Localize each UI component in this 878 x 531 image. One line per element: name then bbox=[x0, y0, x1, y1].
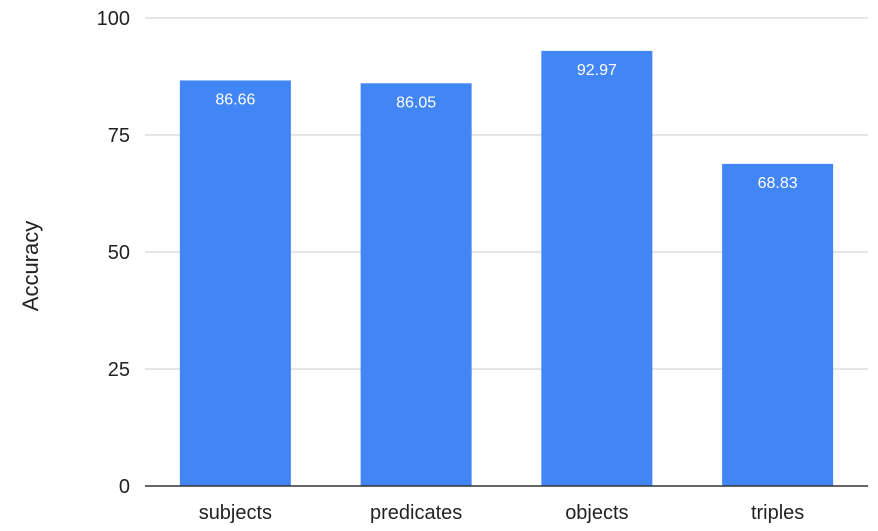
x-tick-label-objects: objects bbox=[565, 502, 628, 524]
bar-triples bbox=[722, 163, 834, 486]
y-tick-label-75: 75 bbox=[108, 125, 130, 147]
y-axis-title: Accuracy bbox=[18, 221, 43, 311]
data-label-objects: 92.97 bbox=[577, 62, 617, 79]
x-tick-label-triples: triples bbox=[751, 502, 804, 524]
y-tick-label-25: 25 bbox=[108, 359, 130, 381]
bar-objects bbox=[541, 50, 653, 487]
bars: 86.66 86.05 92.97 68.83 bbox=[179, 50, 834, 487]
y-tick-label-100: 100 bbox=[97, 8, 130, 30]
x-tick-label-subjects: subjects bbox=[199, 502, 272, 524]
y-tick-label-50: 50 bbox=[108, 242, 130, 264]
y-axis-ticks: 0 25 50 75 100 bbox=[97, 8, 130, 498]
y-tick-label-0: 0 bbox=[119, 476, 130, 498]
x-tick-label-predicates: predicates bbox=[370, 502, 462, 524]
x-axis-labels: subjects predicates objects triples bbox=[199, 502, 805, 524]
bar-subjects bbox=[179, 80, 291, 486]
data-label-triples: 68.83 bbox=[758, 175, 798, 192]
data-label-predicates: 86.05 bbox=[396, 94, 436, 111]
bar-predicates bbox=[360, 83, 472, 486]
data-label-subjects: 86.66 bbox=[215, 91, 255, 108]
